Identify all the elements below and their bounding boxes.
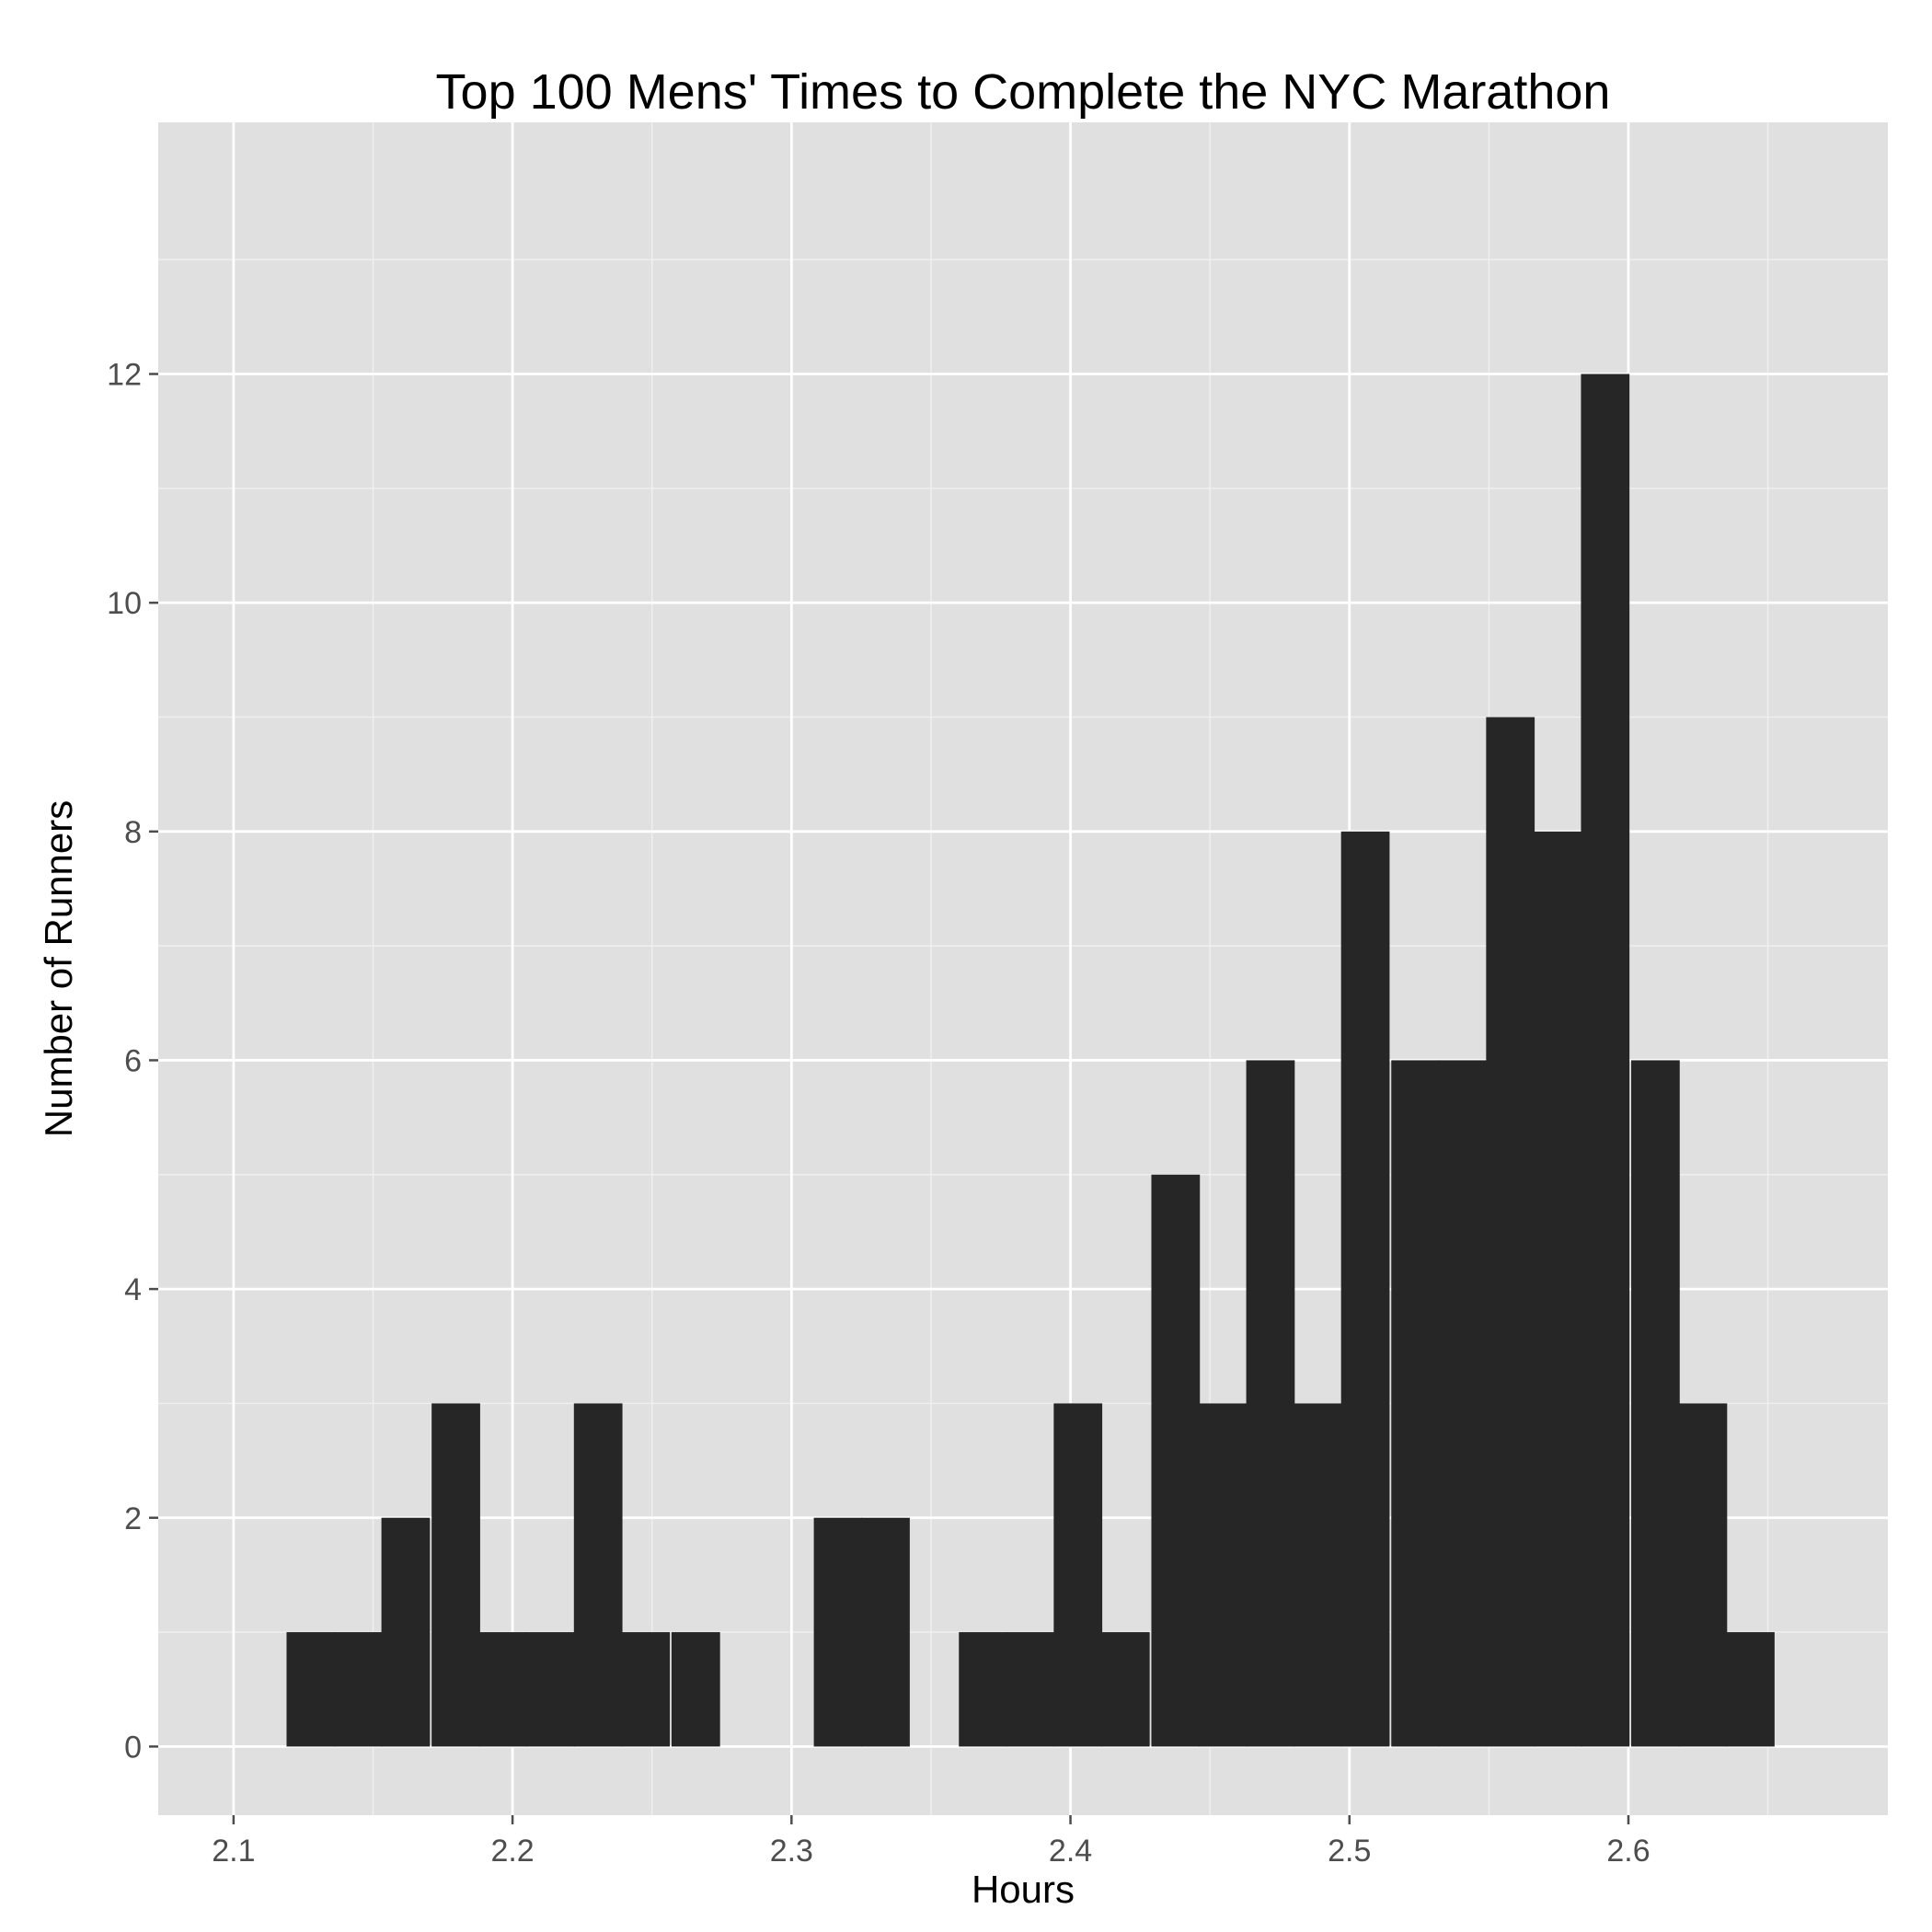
histogram-bar <box>1438 1060 1488 1747</box>
histogram-bar <box>1631 1060 1680 1747</box>
histogram-bar <box>431 1403 480 1747</box>
histogram-bar <box>1151 1174 1201 1747</box>
histogram-bar <box>861 1517 910 1747</box>
histogram-bar <box>334 1632 383 1747</box>
histogram-bar <box>1581 374 1630 1747</box>
histogram-bar <box>1006 1632 1055 1747</box>
y-tick-label: 12 <box>107 358 142 393</box>
histogram-bar <box>1533 831 1582 1747</box>
histogram-bar <box>1100 1632 1150 1747</box>
x-axis-ticks: 2.1 2.2 2.3 2.4 2.5 2.6 <box>212 1815 1650 1869</box>
x-tick-label: 2.6 <box>1606 1834 1650 1869</box>
histogram-bar <box>381 1517 431 1747</box>
histogram-bar <box>286 1632 336 1747</box>
histogram-bar <box>671 1632 720 1747</box>
y-axis-title: Number of Runners <box>37 800 80 1138</box>
histogram-bar <box>621 1632 671 1747</box>
histogram-bar <box>1678 1403 1728 1747</box>
histogram-bar <box>478 1632 528 1747</box>
x-tick-label: 2.2 <box>490 1834 534 1869</box>
y-tick-label: 2 <box>124 1501 142 1536</box>
y-tick-label: 4 <box>124 1272 142 1307</box>
histogram-bar <box>1391 1060 1441 1747</box>
y-tick-label: 8 <box>124 815 142 850</box>
histogram-bar <box>813 1517 863 1747</box>
x-tick-label: 2.3 <box>770 1834 813 1869</box>
x-tick-label: 2.4 <box>1049 1834 1092 1869</box>
histogram-bar <box>1199 1403 1248 1747</box>
histogram-bar <box>959 1632 1008 1747</box>
histogram-bar <box>1486 717 1535 1747</box>
y-tick-label: 0 <box>124 1730 142 1765</box>
y-tick-label: 6 <box>124 1043 142 1078</box>
histogram-bar <box>1340 831 1390 1747</box>
x-tick-label: 2.5 <box>1328 1834 1371 1869</box>
histogram-bars <box>286 374 1775 1747</box>
y-axis-ticks: 0 2 4 6 8 10 12 <box>107 358 158 1765</box>
x-axis-title: Hours <box>972 1868 1075 1911</box>
histogram-bar <box>1053 1403 1103 1747</box>
chart-title: Top 100 Mens' Times to Complete the NYC … <box>436 64 1611 120</box>
histogram-bar <box>1294 1403 1342 1747</box>
histogram-bar <box>573 1403 623 1747</box>
histogram-bar <box>1726 1632 1775 1747</box>
x-tick-label: 2.1 <box>212 1834 255 1869</box>
histogram-bar <box>526 1632 576 1747</box>
y-tick-label: 10 <box>107 586 142 621</box>
histogram-bar <box>1246 1060 1295 1747</box>
